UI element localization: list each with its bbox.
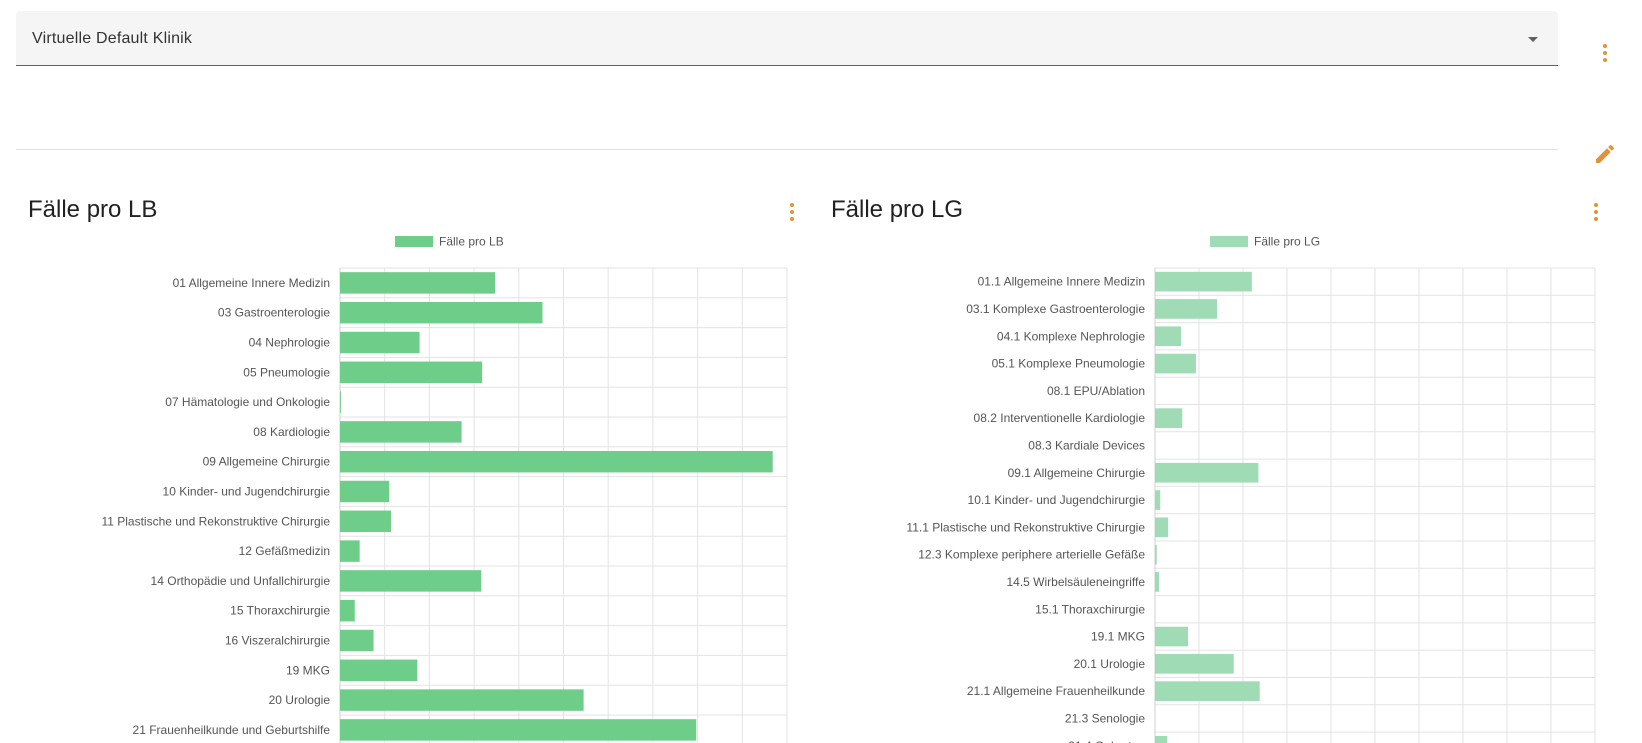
lb-category-label: 20 Urologie (269, 693, 331, 707)
clinic-select-value: Virtuelle Default Klinik (32, 30, 193, 47)
card-title-lb: Fälle pro LB (28, 196, 158, 223)
lg-legend-label: Fälle pro LG (1254, 236, 1320, 249)
lg-category-label: 21.1 Allgemeine Frauenheilkunde (967, 684, 1145, 698)
lb-category-label: 11 Plastische und Rekonstruktive Chirurg… (101, 514, 330, 528)
lb-legend-label: Fälle pro LB (439, 236, 504, 249)
lg-category-label: 12.3 Komplexe periphere arterielle Gefäß… (918, 548, 1145, 562)
lb-category-label: 10 Kinder- und Jugendchirurgie (163, 485, 331, 499)
card-title-lg: Fälle pro LG (831, 196, 964, 223)
lb-category-label: 09 Allgemeine Chirurgie (203, 455, 331, 469)
lb-bar[interactable] (340, 421, 462, 443)
chart-lb-svg: Fälle pro LB 01 Allgemeine Innere Medizin… (101, 236, 788, 743)
lb-category-label: 07 Hämatologie und Onkologie (165, 395, 330, 409)
lb-bar[interactable] (340, 272, 496, 294)
lg-category-label: 09.1 Allgemeine Chirurgie (1008, 466, 1146, 480)
lg-bar[interactable] (1155, 490, 1161, 510)
lg-category-label: 20.1 Urologie (1074, 657, 1146, 671)
lb-category-label: 16 Viszeralchirurgie (225, 634, 330, 648)
lb-bar[interactable] (340, 689, 584, 711)
lg-bar[interactable] (1155, 735, 1168, 743)
lg-legend-swatch (1210, 236, 1248, 247)
lb-bar[interactable] (340, 480, 390, 503)
lb-category-label: 12 Gefäßmedizin (239, 544, 330, 558)
lg-bar[interactable] (1155, 654, 1234, 674)
card-lg-more-vert-icon[interactable] (1584, 200, 1608, 224)
lb-bar[interactable] (340, 599, 355, 622)
lb-legend[interactable]: Fälle pro LB (395, 236, 504, 249)
lg-bar[interactable] (1155, 572, 1159, 592)
lg-bar[interactable] (1155, 681, 1260, 701)
lg-bar[interactable] (1155, 544, 1157, 565)
card-lb-more-vert-icon[interactable] (780, 200, 804, 224)
lb-category-label: 05 Pneumologie (243, 365, 330, 379)
lb-bar[interactable] (340, 719, 697, 741)
lb-bar[interactable] (340, 659, 418, 682)
lb-bar[interactable] (340, 629, 374, 652)
lg-category-label: 15.1 Thoraxchirurgie (1035, 602, 1145, 616)
lg-legend[interactable]: Fälle pro LG (1210, 236, 1320, 249)
chart-lb: Fälle pro LB 01 Allgemeine Innere Medizin… (0, 236, 800, 743)
chart-lg-svg: Fälle pro LG 01.1 Allgemeine Innere Mediz… (906, 236, 1596, 743)
lg-category-label: 08.2 Interventionelle Kardiologie (974, 411, 1146, 425)
lg-category-label: 19.1 MKG (1091, 630, 1145, 644)
lg-category-label: 10.1 Kinder- und Jugendchirurgie (968, 493, 1146, 507)
lg-category-label: 04.1 Komplexe Nephrologie (997, 329, 1145, 343)
section-divider (16, 149, 1558, 150)
lb-category-label: 14 Orthopädie und Unfallchirurgie (151, 574, 331, 588)
pencil-icon[interactable] (1593, 142, 1617, 166)
lb-bar[interactable] (340, 570, 482, 592)
lg-bar[interactable] (1155, 517, 1169, 538)
lg-category-label: 21.4 Geburten (1068, 739, 1145, 743)
lg-category-label: 11.1 Plastische und Rekonstruktive Chiru… (906, 520, 1145, 534)
lg-bar[interactable] (1155, 299, 1218, 319)
lg-bar[interactable] (1155, 408, 1183, 428)
lb-bar[interactable] (340, 361, 483, 384)
clinic-select[interactable]: Virtuelle Default Klinik (16, 11, 1558, 66)
lg-category-label: 08.1 EPU/Ablation (1047, 384, 1145, 398)
lg-category-label: 08.3 Kardiale Devices (1028, 438, 1145, 452)
lb-bar[interactable] (340, 540, 360, 562)
lb-category-label: 03 Gastroenterologie (218, 306, 330, 320)
lg-category-label: 01.1 Allgemeine Innere Medizin (978, 275, 1145, 289)
lb-category-label: 01 Allgemeine Innere Medizin (173, 276, 330, 290)
chart-lg: Fälle pro LG 01.1 Allgemeine Innere Mediz… (810, 236, 1642, 743)
lb-bar[interactable] (340, 450, 773, 473)
lg-bar[interactable] (1155, 353, 1196, 374)
lb-legend-swatch (395, 236, 433, 247)
page-more-vert-icon[interactable] (1593, 41, 1617, 65)
lg-bar[interactable] (1155, 271, 1252, 292)
lg-bar[interactable] (1155, 326, 1181, 347)
lb-category-label: 08 Kardiologie (253, 425, 330, 439)
lb-category-label: 15 Thoraxchirurgie (230, 604, 330, 618)
lg-category-label: 05.1 Komplexe Pneumologie (992, 357, 1146, 371)
lb-category-label: 21 Frauenheilkunde und Geburtshilfe (133, 723, 331, 737)
lg-bar[interactable] (1155, 462, 1259, 483)
lg-category-label: 03.1 Komplexe Gastroenterologie (966, 302, 1145, 316)
arrow-drop-down-icon[interactable] (1528, 37, 1538, 42)
lg-bar[interactable] (1155, 626, 1188, 647)
lb-bar[interactable] (340, 331, 420, 354)
lb-bar[interactable] (340, 391, 341, 413)
lb-bar[interactable] (340, 301, 543, 324)
lb-category-label: 04 Nephrologie (249, 336, 331, 350)
lb-bar[interactable] (340, 510, 391, 533)
lg-category-label: 14.5 Wirbelsäuleneingriffe (1006, 575, 1145, 589)
lb-category-label: 19 MKG (286, 663, 330, 677)
lg-category-label: 21.3 Senologie (1065, 711, 1145, 725)
